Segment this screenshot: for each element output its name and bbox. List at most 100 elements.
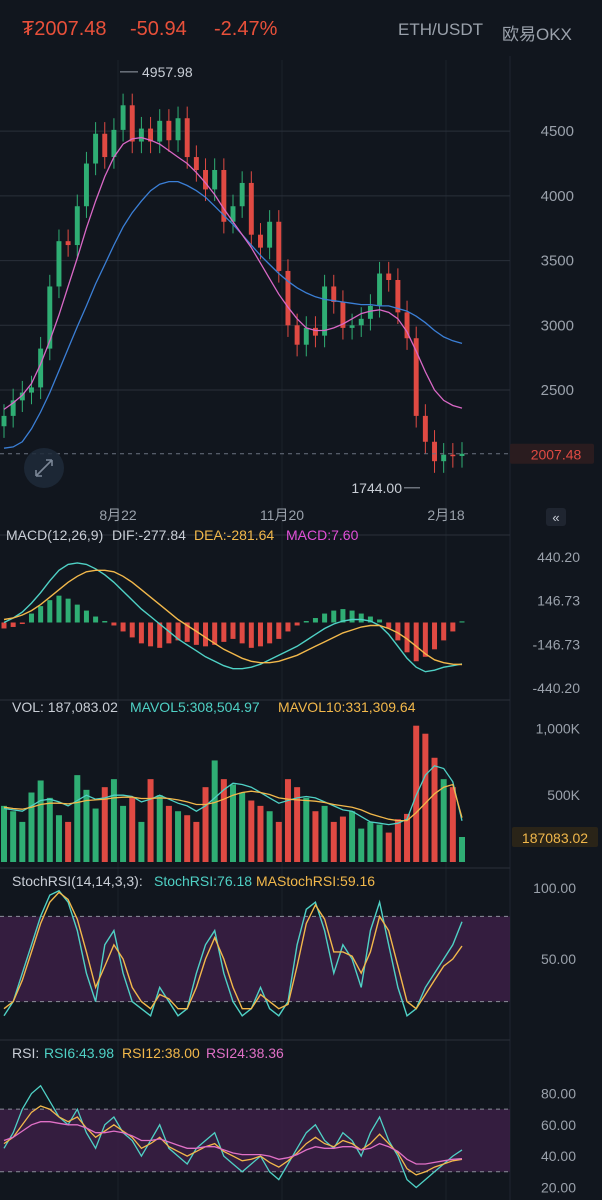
macd-y-tick: -146.73 [533, 636, 581, 652]
volume-bar [156, 795, 163, 862]
volume-bar [266, 811, 273, 862]
price-change-percent: -2.47% [214, 18, 278, 40]
vol-label: VOL: 187,083.02 [12, 699, 118, 715]
candle-body [432, 441, 437, 462]
exchange-name: 欧易OKX [502, 25, 572, 44]
candle-body [386, 273, 392, 280]
candle-body [422, 415, 428, 442]
candle-body [157, 120, 163, 142]
volume-bar [46, 797, 53, 862]
macd-histogram-bar [221, 622, 227, 642]
rsi24-line [3, 1121, 463, 1165]
candle-body [148, 128, 154, 142]
candle-body [221, 170, 227, 222]
volume-bar [431, 757, 438, 862]
volume-bar [202, 787, 209, 862]
macd-histogram-bar [83, 610, 89, 623]
rsi12-line [3, 1105, 463, 1176]
macd-histogram-bar [349, 610, 355, 623]
rsi-y-tick: 60.00 [541, 1117, 576, 1133]
candle-body [193, 157, 199, 170]
volume-bar [449, 787, 456, 862]
macd-histogram-bar [450, 622, 456, 632]
macd-histogram-bar [432, 622, 438, 650]
macd-dea-line [3, 569, 463, 666]
volume-bar [358, 828, 365, 862]
candle-body [459, 453, 465, 456]
macd-histogram-bar [10, 622, 16, 627]
volume-bar [193, 821, 200, 862]
volume-bar [55, 815, 62, 862]
volume-bar [394, 819, 401, 862]
volume-bar [101, 787, 108, 862]
rsi6-label: RSI6:43.98 [44, 1045, 114, 1061]
candle-body [93, 133, 99, 164]
macd-histogram-bar [111, 622, 117, 626]
candle-body [340, 302, 346, 328]
candle-body [413, 338, 419, 416]
macd-histogram-bar [294, 622, 300, 626]
trading-pair: ETH/USDT [398, 20, 483, 39]
macd-histogram-bar [322, 613, 328, 623]
macd-y-tick: 146.73 [537, 593, 580, 609]
volume-bar [257, 805, 264, 862]
macd-histogram-bar [166, 622, 172, 644]
volume-bar [385, 832, 392, 862]
candle-body [230, 206, 236, 222]
macd-histogram-bar [193, 622, 199, 645]
macd-histogram-bar [28, 613, 34, 623]
macd-histogram-bar [377, 619, 383, 623]
mavol5-label: MAVOL5:308,504.97 [130, 699, 260, 715]
volume-bar [367, 821, 374, 862]
y-tick-label: 3000 [541, 317, 574, 334]
volume-bar [248, 800, 255, 862]
macd-histogram-bar [441, 622, 447, 641]
macd-histogram-bar [303, 621, 309, 623]
candle-body [212, 170, 218, 190]
vol-y-tick: 500K [547, 787, 580, 803]
candle-body [312, 327, 318, 336]
candle-body [331, 286, 337, 302]
vol-last-tag-text: 187083.02 [522, 830, 588, 846]
candle-body [102, 133, 108, 158]
macd-histogram-bar [102, 621, 108, 623]
stochrsi-k-line [3, 889, 463, 1017]
candle-body [203, 170, 208, 190]
macd-histogram-bar [184, 622, 190, 642]
mavol10-label: MAVOL10:331,309.64 [278, 699, 416, 715]
volume-bar [294, 787, 301, 862]
macd-histogram-bar [459, 621, 465, 623]
y-tick-label: 2500 [541, 382, 574, 399]
candle-body [322, 286, 328, 336]
vol-y-tick: 1,000K [536, 720, 581, 736]
macd-histogram-bar [358, 613, 364, 623]
macd-histogram-bar [422, 622, 428, 657]
macd-histogram-bar [340, 609, 346, 623]
ma-slow-line [3, 180, 463, 449]
volume-bar [459, 836, 465, 862]
candle-body [47, 286, 53, 349]
volume-bar [138, 821, 145, 862]
macd-y-tick: -440.20 [533, 680, 581, 696]
macd-histogram-bar [257, 622, 263, 647]
collapse-icon: « [552, 510, 559, 525]
candle-body [138, 128, 144, 142]
macd-value-label: MACD:7.60 [286, 527, 359, 543]
vol-last-tag [512, 827, 598, 847]
macd-histogram-bar [38, 606, 44, 623]
x-tick-label: 11月20 [260, 507, 304, 523]
macd-dif-label: DIF:-277.84 [112, 527, 186, 543]
volume-bar [83, 789, 90, 862]
candle-body [111, 129, 117, 158]
volume-bar [110, 779, 117, 862]
rsi-title: RSI: [12, 1045, 39, 1061]
macd-histogram-bar [267, 622, 273, 644]
macd-histogram-bar [138, 622, 144, 644]
macd-dif-line [3, 562, 463, 673]
rsi-y-tick: 20.00 [541, 1179, 576, 1195]
volume-bar [220, 779, 227, 862]
volume-bar [65, 821, 72, 862]
collapse-button [546, 508, 566, 526]
stochrsi-y-tick: 100.00 [533, 880, 576, 896]
